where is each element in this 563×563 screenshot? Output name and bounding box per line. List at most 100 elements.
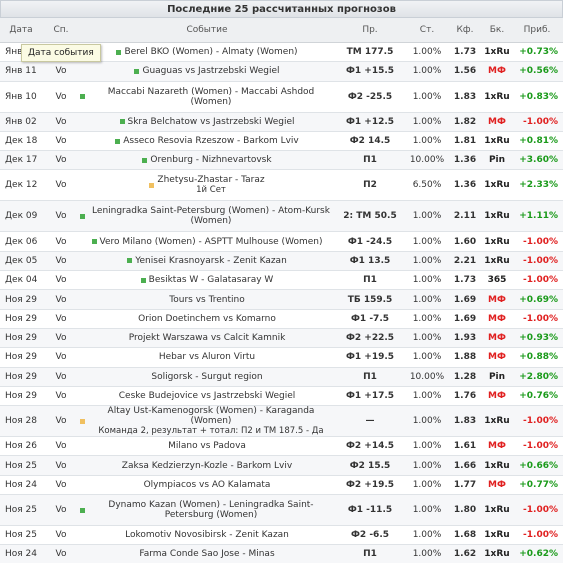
status-marker xyxy=(80,94,85,100)
table-row[interactable]: Дек 05 Vo Yenisei Krasnoyarsk - Zenit Kaza… xyxy=(0,251,563,272)
event-name: Besiktas W - Galatasaray W xyxy=(148,275,274,286)
row-coef: 2.21 xyxy=(453,255,477,266)
header-coef[interactable]: Кф. xyxy=(456,25,474,35)
event-link[interactable]: Vero Milano (Women) - ASPTT Mulhouse (Wo… xyxy=(100,237,323,247)
row-sport: Vo xyxy=(55,294,67,305)
row-date: Ноя 25 xyxy=(5,505,38,516)
table-row[interactable]: Ноя 25 Vo Zaksa Kedzierzyn-Kozle - Barkom … xyxy=(0,456,563,476)
event-link[interactable]: Orenburg - Nizhnevartovsk xyxy=(150,155,271,165)
event-link[interactable]: Olympiacos vs AO Kalamata xyxy=(144,480,271,490)
event-link[interactable]: Zaksa Kedzierzyn-Kozle - Barkom Lviv xyxy=(122,461,292,471)
event-link[interactable]: Zhetysu-Zhastar - Taraz 1й Сет xyxy=(157,175,264,195)
table-row[interactable]: Ноя 26 Vo Milano vs Padova Ф2 +14.5 1.00% 1.6… xyxy=(0,437,563,457)
row-sport: Vo xyxy=(55,460,67,471)
row-profit: +0.77% xyxy=(519,479,558,490)
table-row[interactable]: Дек 12 Vo Zhetysu-Zhastar - Taraz 1й Сет П2 6… xyxy=(0,170,563,202)
row-coef: 1.69 xyxy=(453,294,477,305)
table-row[interactable]: Янв 12VoBerel BKO (Women) - Almaty (Wome… xyxy=(0,43,563,63)
row-coef: 1.77 xyxy=(453,479,477,490)
row-profit: -1.00% xyxy=(523,416,558,427)
table-row[interactable]: Ноя 29 Vo Tours vs Trentino ТБ 159.5 1.00% 1.… xyxy=(0,290,563,310)
row-profit: -1.00% xyxy=(523,255,558,266)
event-link[interactable]: Altay Ust-Kamenogorsk (Women) - Karagand… xyxy=(88,406,334,436)
row-bookmaker: 1xRu xyxy=(484,180,510,191)
row-bookmaker: 1xRu xyxy=(484,211,510,222)
table-row[interactable]: Ноя 24 Vo Farma Conde Sao Jose - Minas П1 1.… xyxy=(0,545,563,563)
event-link[interactable]: Soligorsk - Surgut region xyxy=(151,372,262,382)
event-link[interactable]: Leningradka Saint-Petersburg (Women) - A… xyxy=(88,206,334,226)
row-event: Guaguas vs Jastrzebski Wegiel xyxy=(78,66,336,76)
header-bookmaker[interactable]: Бк. xyxy=(489,25,505,35)
row-event: Zhetysu-Zhastar - Taraz 1й Сет xyxy=(78,175,336,195)
event-link[interactable]: Orion Doetinchem vs Komarno xyxy=(138,314,276,324)
table-row[interactable]: Ноя 25 Vo Dynamo Kazan (Women) - Leningrad… xyxy=(0,495,563,527)
row-coef: 1.61 xyxy=(453,441,477,452)
header-event[interactable]: Событие xyxy=(186,25,228,35)
event-link[interactable]: Hebar vs Aluron Virtu xyxy=(159,352,255,362)
table-row[interactable]: Ноя 29 Vo Hebar vs Aluron Virtu Ф1 +19.5 1.0… xyxy=(0,348,563,368)
event-link[interactable]: Dynamo Kazan (Women) - Leningradka Saint… xyxy=(88,500,334,520)
row-date: Ноя 29 xyxy=(5,294,38,305)
event-link[interactable]: Berel BKO (Women) - Almaty (Women) xyxy=(124,47,297,57)
row-bookmaker: 1xRu xyxy=(484,255,510,266)
event-name: Altay Ust-Kamenogorsk (Women) - Karagand… xyxy=(107,406,315,427)
row-date: Ноя 29 xyxy=(5,371,38,382)
event-link[interactable]: Yenisei Krasnoyarsk - Zenit Kazan xyxy=(135,256,287,266)
event-link[interactable]: Skra Belchatow vs Jastrzebski Wegiel xyxy=(128,117,295,127)
row-date: Янв 11 xyxy=(5,66,37,77)
event-link[interactable]: Asseco Resovia Rzeszow - Barkom Lviv xyxy=(123,136,299,146)
row-stake: 1.00% xyxy=(412,460,442,471)
event-link[interactable]: Tours vs Trentino xyxy=(169,295,244,305)
table-row[interactable]: Дек 06 Vo Vero Milano (Women) - ASPTT Mulh… xyxy=(0,232,563,252)
table-row[interactable]: Ноя 29 Vo Orion Doetinchem vs Komarno Ф1 -7… xyxy=(0,309,563,329)
event-link[interactable]: Lokomotiv Novosibirsk - Zenit Kazan xyxy=(125,530,289,540)
row-sport: Vo xyxy=(55,313,67,324)
row-sport: Vo xyxy=(55,180,67,191)
event-link[interactable]: Maccabi Nazareth (Women) - Maccabi Ashdo… xyxy=(88,87,334,107)
event-link[interactable]: Ceske Budejovice vs Jastrzebski Wegiel xyxy=(119,391,295,401)
row-profit: +0.66% xyxy=(519,460,558,471)
row-profit: +0.69% xyxy=(519,294,558,305)
table-row[interactable]: Янв 02 Vo Skra Belchatow vs Jastrzebski We… xyxy=(0,112,563,132)
row-profit: -1.00% xyxy=(523,441,558,452)
table-row[interactable]: Янв 11 Vo Guaguas vs Jastrzebski Wegiel Ф1 … xyxy=(0,62,563,82)
row-stake: 1.00% xyxy=(412,530,442,541)
row-bookmaker: 1xRu xyxy=(484,549,510,560)
table-row[interactable]: Ноя 29 Vo Ceske Budejovice vs Jastrzebski … xyxy=(0,386,563,407)
header-profit[interactable]: Приб. xyxy=(523,25,551,35)
event-link[interactable]: Milano vs Padova xyxy=(168,441,246,451)
row-stake: 1.00% xyxy=(412,441,442,452)
row-event: Tours vs Trentino xyxy=(78,295,336,305)
event-name: Soligorsk - Surgut region xyxy=(151,371,263,382)
table-row[interactable]: Дек 17 Vo Orenburg - Nizhnevartovsk П1 10.00… xyxy=(0,151,563,171)
table-row[interactable]: Ноя 29 Vo Soligorsk - Surgut region П1 10.00… xyxy=(0,367,563,387)
row-bookmaker: 1xRu xyxy=(484,91,510,102)
table-row[interactable]: Янв 10 Vo Maccabi Nazareth (Women) - Macca… xyxy=(0,81,563,113)
row-stake: 1.00% xyxy=(412,352,442,363)
event-link[interactable]: Farma Conde Sao Jose - Minas xyxy=(139,549,274,559)
table-row[interactable]: Ноя 29 Vo Projekt Warszawa vs Calcit Kamni… xyxy=(0,328,563,349)
row-profit: +0.88% xyxy=(519,352,558,363)
status-marker xyxy=(142,157,148,163)
row-bookmaker: 1xRu xyxy=(484,530,510,541)
table-row[interactable]: Дек 18 Vo Asseco Resovia Rzeszow - Barkom … xyxy=(0,131,563,152)
event-link[interactable]: Besiktas W - Galatasaray W xyxy=(149,275,274,285)
row-bookmaker: 1xRu xyxy=(484,136,510,147)
table-row[interactable]: Дек 04 Vo Besiktas W - Galatasaray W П1 1.00… xyxy=(0,271,563,291)
row-bookmaker: 1xRu xyxy=(484,460,510,471)
event-link[interactable]: Projekt Warszawa vs Calcit Kamnik xyxy=(129,333,286,343)
table-row[interactable]: Ноя 25 Vo Lokomotiv Novosibirsk - Zenit Ka… xyxy=(0,526,563,546)
header-pick[interactable]: Пр. xyxy=(362,25,378,35)
header-date[interactable]: Дата xyxy=(9,25,33,35)
event-link[interactable]: Guaguas vs Jastrzebski Wegiel xyxy=(142,66,279,76)
row-coef: 1.36 xyxy=(453,155,477,166)
row-profit: +2.33% xyxy=(519,180,558,191)
row-profit: -1.00% xyxy=(523,275,558,286)
table-row[interactable]: Ноя 28 Vo Altay Ust-Kamenogorsk (Women) - … xyxy=(0,406,563,438)
header-stake[interactable]: Ст. xyxy=(419,25,435,35)
table-row[interactable]: Ноя 24 Vo Olympiacos vs AO Kalamata Ф2 +19.… xyxy=(0,475,563,496)
event-name: Vero Milano (Women) - ASPTT Mulhouse (Wo… xyxy=(99,236,323,247)
header-sport[interactable]: Сп. xyxy=(53,25,69,35)
row-date: Дек 12 xyxy=(5,180,38,191)
table-row[interactable]: Дек 09 Vo Leningradka Saint-Petersburg (Wo… xyxy=(0,201,563,233)
